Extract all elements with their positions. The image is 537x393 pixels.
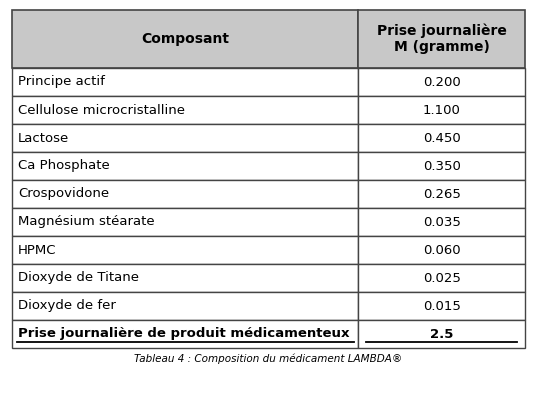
Bar <box>358 124 525 152</box>
Text: Prise journalière de produit médicamenteux: Prise journalière de produit médicamente… <box>18 327 350 340</box>
Text: Dioxyde de Titane: Dioxyde de Titane <box>18 272 139 285</box>
Text: 0.200: 0.200 <box>423 75 461 88</box>
Bar <box>358 264 525 292</box>
Text: 0.060: 0.060 <box>423 244 460 257</box>
Text: Prise journalière
M (gramme): Prise journalière M (gramme) <box>376 24 506 54</box>
Bar <box>358 96 525 124</box>
Bar <box>12 264 358 292</box>
Text: 0.265: 0.265 <box>423 187 461 200</box>
Text: 0.450: 0.450 <box>423 132 461 145</box>
Bar <box>12 124 358 152</box>
Bar <box>358 152 525 180</box>
Bar <box>358 208 525 236</box>
Text: Tableau 4 : Composition du médicament LAMBDA®: Tableau 4 : Composition du médicament LA… <box>134 353 403 364</box>
Text: HPMC: HPMC <box>18 244 56 257</box>
Text: Cellulose microcristalline: Cellulose microcristalline <box>18 103 185 116</box>
Text: Dioxyde de fer: Dioxyde de fer <box>18 299 116 312</box>
Text: Magnésium stéarate: Magnésium stéarate <box>18 215 155 228</box>
Bar <box>12 68 358 96</box>
Text: 0.035: 0.035 <box>423 215 461 228</box>
Bar <box>12 96 358 124</box>
Bar <box>358 68 525 96</box>
Bar <box>358 292 525 320</box>
Bar <box>12 236 358 264</box>
Text: Crospovidone: Crospovidone <box>18 187 109 200</box>
Bar <box>358 180 525 208</box>
Bar <box>12 292 358 320</box>
Text: Lactose: Lactose <box>18 132 69 145</box>
Text: Principe actif: Principe actif <box>18 75 105 88</box>
Bar <box>358 236 525 264</box>
Text: 0.015: 0.015 <box>423 299 461 312</box>
Text: 1.100: 1.100 <box>423 103 461 116</box>
Bar <box>12 152 358 180</box>
Text: 0.025: 0.025 <box>423 272 461 285</box>
Bar <box>12 320 358 348</box>
Bar <box>12 180 358 208</box>
Text: Composant: Composant <box>141 32 229 46</box>
Text: Ca Phosphate: Ca Phosphate <box>18 160 110 173</box>
Text: 0.350: 0.350 <box>423 160 461 173</box>
Bar <box>358 320 525 348</box>
Text: 2.5: 2.5 <box>430 327 453 340</box>
Bar <box>12 208 358 236</box>
